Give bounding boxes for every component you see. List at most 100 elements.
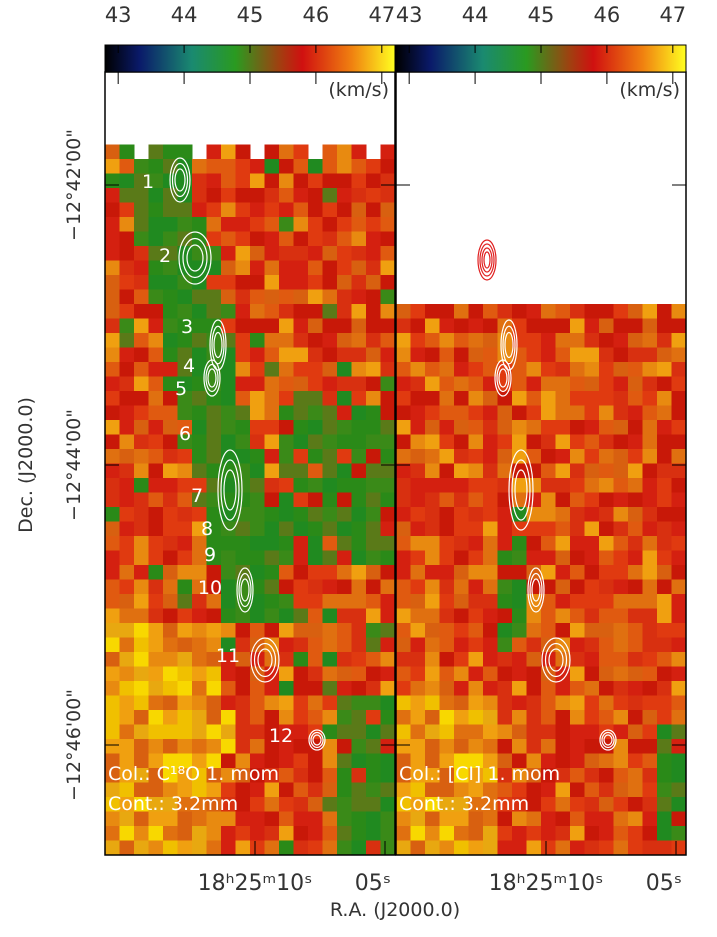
map-pixel: [279, 217, 294, 232]
map-pixel: [483, 782, 498, 798]
map-pixel: [235, 782, 251, 798]
map-pixel: [584, 826, 600, 841]
map-pixel: [351, 217, 367, 232]
map-pixel: [628, 463, 643, 479]
map-pixel: [425, 521, 440, 537]
map-pixel: [264, 579, 280, 595]
map-pixel: [671, 434, 687, 450]
map-pixel: [671, 492, 687, 508]
map-pixel: [134, 565, 149, 580]
map-pixel: [177, 753, 193, 769]
map-pixel: [351, 724, 367, 740]
map-pixel: [599, 405, 614, 421]
map-pixel: [250, 826, 265, 841]
map-pixel: [206, 159, 222, 174]
map-pixel: [366, 391, 381, 406]
map-pixel: [337, 695, 352, 711]
map-pixel: [497, 652, 513, 667]
map-pixel: [642, 695, 658, 711]
map-pixel: [628, 434, 643, 450]
map-pixel: [642, 376, 658, 392]
map-pixel: [235, 478, 251, 493]
map-pixel: [483, 666, 498, 682]
map-pixel: [468, 768, 484, 783]
map-pixel: [628, 681, 643, 696]
map-pixel: [119, 666, 135, 682]
map-pixel: [599, 710, 614, 725]
map-pixel: [526, 449, 542, 464]
map-pixel: [206, 782, 222, 798]
map-pixel: [250, 753, 265, 769]
map-pixel: [396, 521, 411, 537]
map-pixel: [642, 724, 658, 740]
map-pixel: [177, 144, 193, 160]
map-pixel: [584, 782, 600, 798]
map-pixel: [134, 768, 149, 783]
map-pixel: [454, 492, 469, 508]
map-pixel: [105, 550, 120, 566]
map-pixel: [497, 550, 513, 566]
map-pixel: [584, 347, 600, 363]
map-pixel: [279, 536, 294, 551]
map-pixel: [264, 492, 280, 508]
map-pixel: [410, 710, 426, 725]
map-pixel: [628, 594, 643, 609]
map-pixel: [512, 594, 527, 609]
map-pixel: [410, 391, 426, 406]
map-pixel: [322, 550, 338, 566]
contour: [203, 359, 221, 397]
map-pixel: [497, 840, 513, 856]
map-pixel: [396, 840, 411, 856]
map-pixel: [351, 376, 367, 392]
map-pixel: [584, 652, 600, 667]
map-pixel: [279, 362, 294, 377]
map-pixel: [221, 724, 236, 740]
map-pixel: [454, 420, 469, 435]
map-pixel: [425, 681, 440, 696]
map-pixel: [671, 449, 687, 464]
map-pixel: [163, 623, 178, 638]
map-pixel: [351, 579, 367, 595]
map-pixel: [570, 681, 585, 696]
map-pixel: [642, 478, 658, 493]
map-pixel: [221, 739, 236, 754]
map-pixel: [570, 434, 585, 450]
map-pixel: [439, 318, 455, 334]
map-pixel: [570, 449, 585, 464]
contour: [169, 157, 191, 203]
x-tick-label: 18ʰ25ᵐ10ˢ: [198, 871, 313, 896]
map-pixel: [250, 391, 265, 406]
map-pixel: [439, 463, 455, 479]
map-pixel: [351, 811, 367, 827]
map-pixel: [279, 449, 294, 464]
map-pixel: [613, 753, 629, 769]
map-pixel: [351, 521, 367, 537]
map-pixel: [250, 797, 265, 812]
map-pixel: [250, 782, 265, 798]
map-pixel: [148, 608, 164, 624]
map-pixel: [235, 652, 251, 667]
map-pixel: [105, 797, 120, 812]
map-pixel: [351, 463, 367, 479]
map-pixel: [192, 217, 207, 232]
map-pixel: [439, 449, 455, 464]
map-pixel: [134, 666, 149, 682]
map-pixel: [206, 144, 222, 160]
map-pixel: [221, 550, 236, 566]
map-pixel: [410, 739, 426, 754]
map-pixel: [380, 420, 396, 435]
map-pixel: [628, 565, 643, 580]
map-pixel: [584, 710, 600, 725]
map-pixel: [584, 608, 600, 624]
map-pixel: [105, 391, 120, 406]
map-pixel: [337, 623, 352, 638]
map-pixel: [337, 217, 352, 232]
map-pixel: [264, 637, 280, 653]
map-pixel: [570, 391, 585, 406]
map-pixel: [570, 376, 585, 392]
map-pixel: [410, 449, 426, 464]
map-pixel: [148, 304, 164, 319]
map-pixel: [613, 840, 629, 856]
map-pixel: [163, 405, 178, 421]
map-pixel: [322, 202, 338, 218]
